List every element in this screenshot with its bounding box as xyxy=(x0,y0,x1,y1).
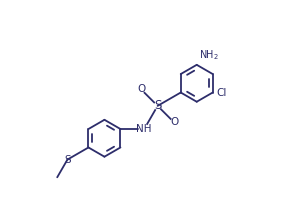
Text: Cl: Cl xyxy=(217,88,227,97)
Text: O: O xyxy=(137,84,145,94)
Text: NH$_2$: NH$_2$ xyxy=(199,49,219,62)
Text: S: S xyxy=(64,155,71,165)
Text: O: O xyxy=(170,117,178,127)
Text: NH: NH xyxy=(136,124,152,134)
Text: S: S xyxy=(154,99,161,112)
